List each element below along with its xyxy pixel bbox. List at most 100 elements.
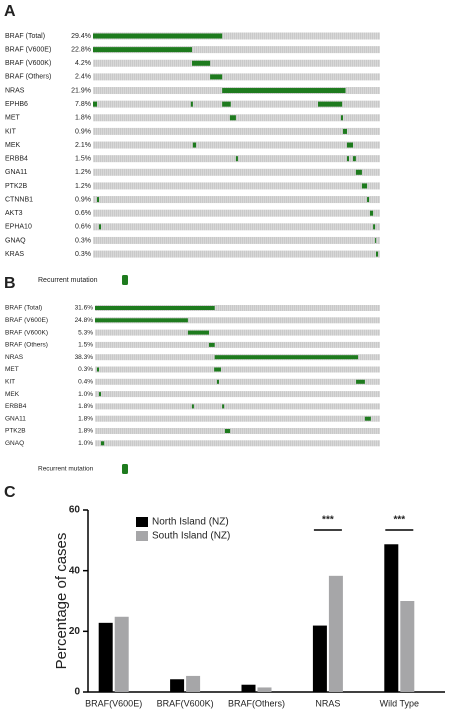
gene-label: BRAF (Others) [5,74,51,81]
percent-label: 1.2% [75,183,91,190]
mutation [235,156,238,162]
percent-label: 1.0% [78,440,93,447]
gene-label: MET [5,115,21,122]
percent-label: 31.6% [75,305,94,312]
track [93,141,380,149]
track [95,391,380,398]
track [95,440,380,447]
gene-label: BRAF (V600E) [5,46,51,53]
gene-label: NRAS [5,354,24,361]
gene-label: GNA11 [5,169,28,176]
gene-label: CTNNB1 [5,196,33,203]
track [93,114,380,122]
mutation [216,379,219,384]
gene-label: KRAS [5,251,24,258]
percent-label: 29.4% [71,33,91,40]
mutation [192,60,211,66]
percent-label: 0.4% [78,379,93,386]
mutation [367,197,370,203]
gene-label: BRAF (V600K) [5,329,48,336]
x-tick-label: BRAF(V600K) [157,698,214,708]
gene-label: BRAF (Total) [5,33,45,40]
gene-label: MEK [5,391,20,398]
track [93,223,380,231]
y-tick-label: 60 [69,505,81,516]
legend-text: Recurrent mutation [38,466,94,473]
mutation [229,115,236,121]
percent-label: 0.3% [75,251,91,258]
track [95,341,380,348]
significance-text: *** [393,515,405,526]
track [93,250,380,258]
mutation [355,169,362,175]
track [93,46,380,54]
mutation [187,330,209,335]
track [95,403,380,410]
percent-label: 7.8% [75,101,91,108]
bar [241,684,256,692]
mutation [364,416,371,421]
track [93,32,380,40]
legend-swatch [136,517,148,527]
percent-label: 0.3% [75,237,91,244]
mutation [346,142,354,148]
x-tick-label: BRAF(Others) [228,698,285,708]
percent-label: 1.8% [78,415,93,422]
gene-label: MET [5,366,19,373]
panel-label: A [4,3,16,20]
legend-swatch [122,464,128,474]
legend-swatch [122,275,128,285]
mutation [95,318,188,323]
mutation [209,342,215,347]
gene-label: GNAQ [5,440,24,447]
track [93,73,380,81]
mutation [375,251,378,257]
gene-label: BRAF (V600K) [5,60,51,67]
track [95,305,380,311]
bar [400,601,415,692]
mutation [96,367,99,372]
bar [312,625,327,692]
bar [98,622,113,692]
mutation [222,404,225,409]
track [95,415,380,422]
mutation [222,101,231,107]
percent-label: 0.3% [78,366,93,373]
track [93,127,380,135]
track [93,182,380,190]
panel-label: C [4,484,16,501]
gene-label: EPHB6 [5,101,28,108]
percent-label: 1.2% [75,169,91,176]
significance-text: *** [322,515,334,526]
track [93,236,380,244]
mutation [191,404,194,409]
mutation [356,379,365,384]
percent-label: 24.8% [75,317,94,324]
bar [257,687,272,692]
gene-label: PTK2B [5,183,28,190]
gene-label: NRAS [5,87,25,94]
mutation [361,183,368,189]
mutation [98,392,101,397]
mutation [93,101,98,107]
bar [170,679,185,692]
track [93,59,380,67]
bar [328,575,343,692]
percent-label: 1.8% [78,428,93,435]
gene-label: GNAQ [5,237,26,244]
percent-label: 21.9% [71,87,91,94]
percent-label: 5.3% [78,329,93,336]
gene-label: GNA11 [5,415,26,422]
mutation [353,156,356,162]
mutation [192,142,197,148]
percent-label: 0.9% [75,128,91,135]
x-tick-label: BRAF(V600E) [85,698,142,708]
track [95,378,380,385]
gene-label: BRAF (Total) [5,305,42,312]
percent-label: 22.8% [71,46,91,53]
gene-label: MEK [5,142,21,149]
mutation [318,101,343,107]
mutation [346,156,350,162]
mutation [97,197,100,203]
